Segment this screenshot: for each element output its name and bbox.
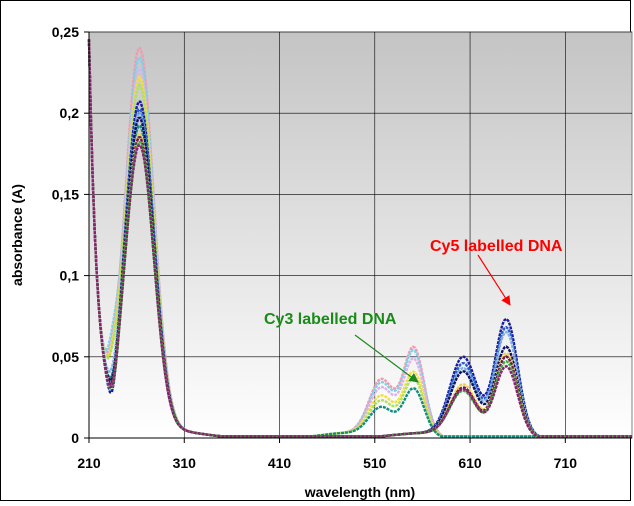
cy3-annotation-arrow (354, 334, 419, 383)
x-axis-title: wavelength (nm) (304, 484, 415, 500)
cy3-annotation-label: Cy3 labelled DNA (264, 311, 397, 328)
plot-area (88, 31, 633, 439)
cy5-annotation-arrow (477, 254, 511, 306)
x-tick-label: 310 (173, 455, 197, 471)
x-tick-label: 710 (554, 455, 578, 471)
cy5-annotation-label: Cy5 labelled DNA (430, 238, 563, 255)
y-tick-label: 0,05 (52, 349, 79, 365)
series-line-cy5-8 (87, 39, 632, 438)
x-tick-label: 210 (77, 455, 101, 471)
y-tick-label: 0,25 (52, 24, 79, 40)
x-tick-label: 410 (268, 455, 292, 471)
gridlines (89, 31, 632, 438)
annotations: Cy3 labelled DNA Cy5 labelled DNA (264, 238, 563, 383)
series-layer (87, 39, 632, 438)
x-tick-label: 510 (363, 455, 387, 471)
y-tick-label: 0 (71, 430, 79, 446)
ticks: 0 0,05 0,1 0,15 0,2 0,25 210 310 410 510 610 710 (52, 24, 577, 471)
series-line-cy5-7 (87, 39, 632, 438)
y-tick-label: 0,15 (52, 186, 79, 202)
y-tick-label: 0,2 (60, 105, 80, 121)
x-tick-label: 610 (458, 455, 482, 471)
y-tick-label: 0,1 (60, 268, 80, 284)
y-axis-title: absorbance (A) (9, 184, 25, 286)
